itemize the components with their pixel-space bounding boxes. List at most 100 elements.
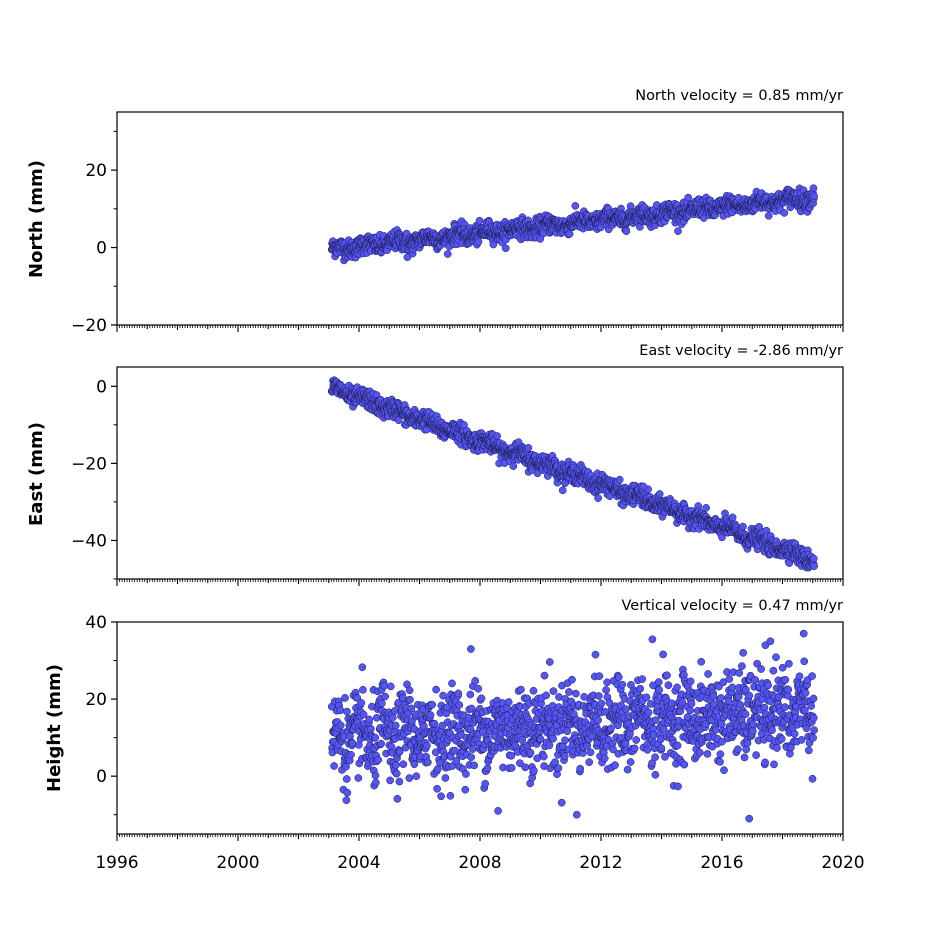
y-tick-label: −20 bbox=[71, 316, 107, 336]
data-point bbox=[377, 739, 385, 748]
data-point bbox=[600, 754, 609, 763]
north-velocity-label: North velocity = 0.85 mm/yr bbox=[635, 88, 843, 104]
data-point bbox=[359, 685, 367, 694]
data-point bbox=[651, 753, 659, 762]
data-point bbox=[703, 750, 712, 758]
y-tick-label: 20 bbox=[85, 690, 107, 710]
data-point bbox=[800, 657, 809, 666]
data-point bbox=[576, 764, 585, 773]
data-point bbox=[611, 761, 619, 770]
data-point bbox=[565, 230, 574, 238]
outlier-point bbox=[639, 482, 648, 491]
data-point bbox=[545, 741, 554, 750]
data-point bbox=[392, 769, 401, 778]
data-point bbox=[632, 736, 641, 744]
outlier-point bbox=[524, 444, 533, 452]
data-point bbox=[426, 711, 435, 719]
data-point bbox=[542, 691, 550, 700]
data-point bbox=[740, 753, 749, 762]
data-point bbox=[386, 682, 395, 691]
outlier-point bbox=[403, 253, 412, 262]
data-point bbox=[518, 736, 527, 745]
data-point bbox=[659, 725, 668, 734]
data-point bbox=[336, 721, 345, 730]
data-point bbox=[474, 684, 483, 693]
data-point bbox=[511, 741, 520, 750]
data-point bbox=[367, 725, 375, 733]
data-point bbox=[651, 716, 660, 724]
data-point bbox=[655, 490, 664, 498]
data-point bbox=[489, 240, 498, 249]
data-point bbox=[330, 762, 338, 770]
outlier-point bbox=[745, 814, 754, 823]
north-panel: North velocity = 0.85 mm/yr North (mm) −… bbox=[26, 88, 844, 336]
data-point bbox=[388, 713, 397, 722]
data-point bbox=[655, 686, 663, 694]
data-point bbox=[342, 775, 351, 783]
data-point bbox=[741, 710, 750, 719]
data-point bbox=[684, 193, 693, 202]
data-point bbox=[454, 689, 463, 698]
height-y-axis-label: Height (mm) bbox=[44, 664, 65, 792]
y-tick-label: 0 bbox=[96, 377, 107, 397]
data-point bbox=[391, 721, 400, 730]
data-point bbox=[772, 653, 780, 662]
east-plot-frame bbox=[116, 366, 844, 580]
data-point bbox=[557, 798, 566, 807]
data-point bbox=[560, 752, 569, 761]
data-point bbox=[407, 704, 416, 713]
data-point bbox=[720, 766, 728, 775]
data-point bbox=[357, 699, 366, 707]
data-point bbox=[654, 678, 663, 686]
data-point bbox=[474, 237, 483, 246]
data-point bbox=[725, 675, 734, 683]
data-point bbox=[549, 687, 558, 695]
data-point bbox=[810, 726, 818, 734]
data-point bbox=[540, 671, 549, 680]
data-point bbox=[493, 432, 501, 440]
data-point bbox=[717, 720, 726, 729]
data-point bbox=[594, 692, 603, 700]
data-point bbox=[752, 751, 760, 759]
data-point bbox=[673, 683, 681, 692]
data-point bbox=[644, 708, 653, 717]
data-point bbox=[443, 250, 452, 258]
data-point bbox=[809, 554, 818, 563]
data-point bbox=[530, 766, 538, 775]
data-point bbox=[563, 727, 572, 736]
data-point bbox=[638, 675, 647, 683]
data-point bbox=[526, 748, 535, 757]
data-point bbox=[477, 694, 486, 703]
data-point bbox=[810, 562, 818, 570]
data-point bbox=[572, 689, 580, 698]
data-point bbox=[686, 677, 695, 686]
data-point bbox=[545, 658, 554, 666]
data-point bbox=[342, 762, 350, 771]
data-point bbox=[781, 675, 790, 684]
data-point bbox=[784, 685, 793, 694]
data-point bbox=[591, 650, 600, 659]
outlier-point bbox=[739, 648, 748, 657]
y-tick-label: 20 bbox=[85, 161, 107, 181]
data-point bbox=[674, 227, 682, 235]
data-point bbox=[571, 202, 580, 210]
east-data-points bbox=[327, 376, 818, 572]
data-point bbox=[430, 719, 439, 728]
data-point bbox=[717, 694, 725, 702]
data-point bbox=[785, 659, 793, 668]
data-point bbox=[657, 744, 666, 753]
data-point bbox=[392, 761, 400, 769]
data-point bbox=[595, 672, 604, 680]
data-point bbox=[507, 764, 516, 772]
data-point bbox=[674, 782, 682, 791]
data-point bbox=[386, 776, 394, 785]
data-point bbox=[728, 513, 737, 522]
data-point bbox=[614, 673, 623, 682]
data-point bbox=[764, 681, 772, 690]
outlier-point bbox=[648, 635, 657, 644]
data-point bbox=[371, 733, 380, 742]
data-point bbox=[673, 741, 682, 750]
data-point bbox=[663, 671, 671, 680]
data-point bbox=[651, 770, 660, 779]
height-velocity-label: Vertical velocity = 0.47 mm/yr bbox=[622, 598, 844, 614]
